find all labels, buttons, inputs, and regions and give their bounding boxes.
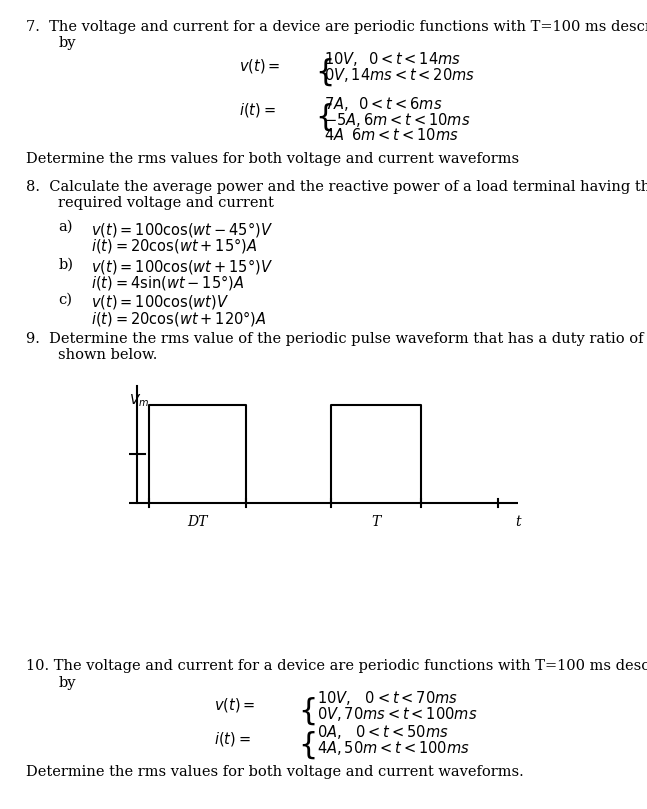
Text: 10. The voltage and current for a device are periodic functions with T=100 ms de: 10. The voltage and current for a device… [26, 659, 647, 673]
Text: required voltage and current: required voltage and current [58, 196, 274, 210]
Text: shown below.: shown below. [58, 348, 158, 362]
Text: $i(t) = 4\sin(wt - 15°)A$: $i(t) = 4\sin(wt - 15°)A$ [91, 273, 244, 292]
Text: Determine the rms values for both voltage and current waveforms: Determine the rms values for both voltag… [26, 152, 519, 166]
Text: 7.  The voltage and current for a device are periodic functions with T=100 ms de: 7. The voltage and current for a device … [26, 20, 647, 34]
Text: $V_m$: $V_m$ [129, 392, 149, 409]
Text: $v(t) =$: $v(t) =$ [214, 696, 255, 714]
Text: $7A,\;\; 0 < t < 6ms$: $7A,\;\; 0 < t < 6ms$ [324, 95, 442, 112]
Text: $v(t) = 100\cos(wt - 45°)V$: $v(t) = 100\cos(wt - 45°)V$ [91, 220, 272, 239]
Text: t: t [515, 515, 520, 529]
Text: $\{$: $\{$ [315, 101, 333, 133]
Text: $v(t) =$: $v(t) =$ [239, 57, 281, 74]
Text: $10V,\;\; 0 < t < 14ms$: $10V,\;\; 0 < t < 14ms$ [324, 50, 461, 68]
Text: DT: DT [187, 515, 208, 529]
Text: $4A, 50m < t < 100ms$: $4A, 50m < t < 100ms$ [317, 739, 470, 757]
Text: Determine the rms values for both voltage and current waveforms.: Determine the rms values for both voltag… [26, 765, 523, 778]
Text: $v(t) = 100\cos(wt)V$: $v(t) = 100\cos(wt)V$ [91, 293, 229, 311]
Text: 8.  Calculate the average power and the reactive power of a load terminal having: 8. Calculate the average power and the r… [26, 180, 647, 193]
Text: $i(t) =$: $i(t) =$ [214, 730, 250, 748]
Text: $\{$: $\{$ [298, 696, 315, 727]
Text: c): c) [58, 293, 72, 307]
Text: $i(t) =$: $i(t) =$ [239, 101, 276, 119]
Text: by: by [58, 676, 76, 689]
Text: a): a) [58, 220, 72, 234]
Text: $0V, 70ms < t < 100ms$: $0V, 70ms < t < 100ms$ [317, 705, 477, 723]
Text: $\{$: $\{$ [298, 730, 315, 761]
Text: $0A,\;\;\; 0 < t < 50ms$: $0A,\;\;\; 0 < t < 50ms$ [317, 723, 449, 741]
Text: b): b) [58, 257, 73, 271]
Text: $4A\;\; 6m < t < 10ms$: $4A\;\; 6m < t < 10ms$ [324, 127, 458, 143]
Text: 9.  Determine the rms value of the periodic pulse waveform that has a duty ratio: 9. Determine the rms value of the period… [26, 332, 647, 345]
Text: $i(t) = 20\cos(wt + 120°)A$: $i(t) = 20\cos(wt + 120°)A$ [91, 309, 267, 328]
Text: $i(t) = 20\cos(wt + 15°)A$: $i(t) = 20\cos(wt + 15°)A$ [91, 236, 257, 255]
Text: $v(t) = 100\cos(wt + 15°)V$: $v(t) = 100\cos(wt + 15°)V$ [91, 257, 272, 276]
Text: $\{$: $\{$ [315, 57, 333, 88]
Text: $-5A, 6m < t < 10ms$: $-5A, 6m < t < 10ms$ [324, 111, 470, 129]
Text: by: by [58, 36, 76, 50]
Text: T: T [371, 515, 380, 529]
Text: $0V, 14ms < t < 20ms$: $0V, 14ms < t < 20ms$ [324, 66, 475, 84]
Text: $10V,\;\;\; 0 < t < 70ms$: $10V,\;\;\; 0 < t < 70ms$ [317, 689, 458, 707]
